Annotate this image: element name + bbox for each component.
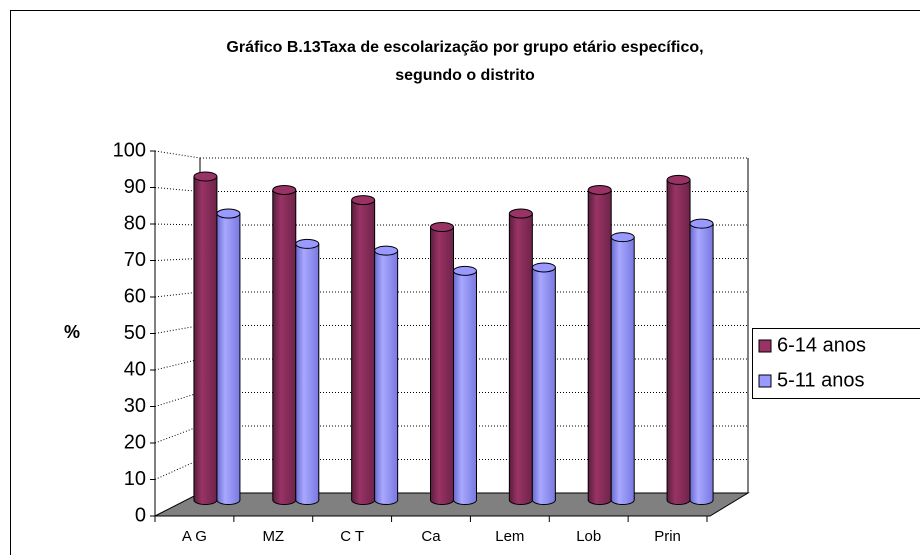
bar-top <box>295 238 320 249</box>
bar-body <box>690 223 714 500</box>
bar <box>610 232 635 505</box>
grid-line <box>154 459 201 480</box>
y-tick-label: 40 <box>124 358 146 380</box>
bar-top <box>272 184 297 195</box>
x-tick-label: Lem <box>495 528 524 545</box>
grid-line <box>154 425 201 444</box>
bar-body <box>667 179 691 500</box>
legend-swatch <box>758 339 772 353</box>
bar-body <box>430 227 454 500</box>
bar <box>430 222 454 505</box>
y-tick-label: 90 <box>124 176 146 198</box>
bar-body <box>611 237 635 500</box>
chart-title: segundo o distrito <box>395 67 535 84</box>
legend-label: 6-14 anos <box>777 334 866 356</box>
bar-body <box>588 189 612 500</box>
bar-top <box>508 208 533 219</box>
bar-top <box>453 265 477 276</box>
bar-body <box>453 270 477 500</box>
x-tick-label: Prin <box>654 528 681 545</box>
grid-line <box>154 392 201 407</box>
bar-top <box>610 232 635 243</box>
bar-top <box>216 208 241 219</box>
bar-body <box>272 189 296 500</box>
x-tick-label: MZ <box>262 528 284 545</box>
legend-label: 5-11 anos <box>777 369 864 391</box>
bar-top <box>430 222 454 233</box>
chart-title: Gráfico B.13Taxa de escolarização por gr… <box>226 39 703 56</box>
y-tick-label: 70 <box>124 249 146 271</box>
bar <box>531 262 556 505</box>
bar <box>374 245 399 505</box>
bar <box>193 171 218 505</box>
x-tick-label: Ca <box>421 528 441 545</box>
legend-swatch <box>758 374 772 388</box>
bar <box>453 265 477 505</box>
y-axis-label: % <box>64 322 80 342</box>
legend <box>752 328 920 399</box>
x-tick-label: C T <box>340 528 364 545</box>
x-tick-label: A G <box>182 528 207 545</box>
bar-top <box>374 245 399 256</box>
bar-body <box>295 243 319 500</box>
bar-top <box>531 262 556 273</box>
bar <box>351 195 376 505</box>
bar-top <box>666 174 691 185</box>
bar <box>587 184 612 505</box>
y-tick-label: 10 <box>124 468 146 490</box>
bar <box>272 184 297 505</box>
bar <box>295 238 320 505</box>
bar <box>508 208 533 505</box>
y-tick-label: 60 <box>124 285 146 307</box>
bar <box>216 208 241 505</box>
y-tick-label: 100 <box>113 139 146 161</box>
y-tick-label: 20 <box>124 431 146 453</box>
bar-top <box>193 171 218 182</box>
y-tick-label: 50 <box>124 322 146 344</box>
x-tick-label: Lob <box>576 528 601 545</box>
bar-body <box>374 250 398 500</box>
bar-body <box>216 213 240 501</box>
bar-top <box>689 218 714 229</box>
bar-body <box>193 176 217 501</box>
y-tick-label: 30 <box>124 395 146 417</box>
bar <box>689 218 714 505</box>
bar <box>666 174 691 505</box>
y-tick-label: 0 <box>135 504 146 526</box>
y-tick-label: 80 <box>124 212 146 234</box>
bar-top <box>351 195 376 206</box>
bar-body <box>351 200 375 500</box>
bar-top <box>587 184 612 195</box>
bar-body <box>532 267 556 500</box>
bar-body <box>509 213 533 501</box>
